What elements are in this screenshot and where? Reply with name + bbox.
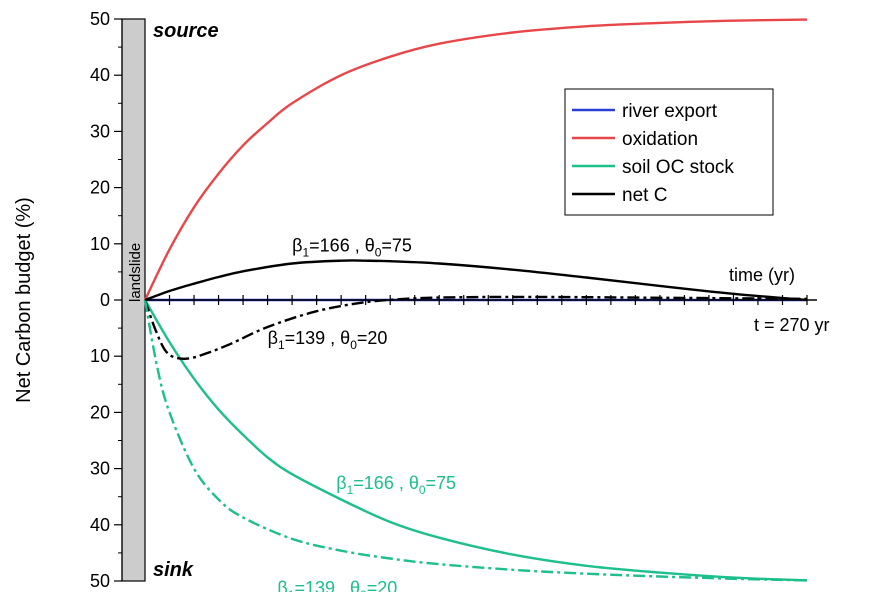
legend-label: net C bbox=[622, 185, 667, 206]
series-line-soil-oc-stock bbox=[143, 299, 808, 582]
legend-label: soil OC stock bbox=[622, 157, 734, 178]
source-label: source bbox=[153, 20, 219, 42]
x-ticks bbox=[168, 295, 808, 305]
legend: river export oxidation soil OC stock net C bbox=[564, 88, 774, 216]
legend-label: oxidation bbox=[622, 129, 698, 150]
legend-entries: river export oxidation soil OC stock net C bbox=[572, 101, 734, 206]
y-tick-label: 20 bbox=[90, 178, 110, 198]
y-tick-label: 50 bbox=[90, 571, 110, 591]
legend-label: river export bbox=[622, 101, 718, 122]
annotation-label: β1=139 , θ0=20 bbox=[277, 578, 397, 592]
y-tick-label: 40 bbox=[90, 515, 110, 535]
plot-area: landslide 50 40 30 20 10 0 10 20 30 40 50 source s… bbox=[13, 9, 830, 592]
series-line-soil-oc-stock-dashdot bbox=[143, 299, 808, 582]
y-tick-label: 20 bbox=[90, 402, 110, 422]
y-tick-label: 10 bbox=[90, 234, 110, 254]
x-axis-label: time (yr) bbox=[729, 265, 795, 285]
annotations: β1=166 , θ0=75 β1=139 , θ0=20 β1=166 , θ0=… bbox=[268, 236, 456, 592]
y-tick-label: 0 bbox=[100, 290, 110, 310]
landslide-label: landslide bbox=[127, 243, 144, 302]
y-tick-label: 30 bbox=[90, 121, 110, 141]
y-axis-label: Net Carbon budget (%) bbox=[13, 197, 35, 403]
series-line-oxidation bbox=[143, 18, 808, 301]
series-line-net-c-dashdot bbox=[143, 295, 808, 360]
y-tick-label: 10 bbox=[90, 346, 110, 366]
y-tick-label: 30 bbox=[90, 459, 110, 479]
annotation-label: β1=139 , θ0=20 bbox=[268, 328, 388, 352]
series-line-net-c bbox=[144, 259, 808, 302]
sink-label: sink bbox=[153, 559, 194, 581]
end-time-label: t = 270 yr bbox=[754, 315, 830, 335]
annotation-label: β1=166 , θ0=75 bbox=[292, 236, 412, 260]
annotation-label: β1=166 , θ0=75 bbox=[336, 473, 456, 497]
y-tick-label: 50 bbox=[90, 9, 110, 29]
y-tick-label: 40 bbox=[90, 65, 110, 85]
y-ticks: 50 40 30 20 10 0 10 20 30 40 50 bbox=[90, 9, 122, 591]
